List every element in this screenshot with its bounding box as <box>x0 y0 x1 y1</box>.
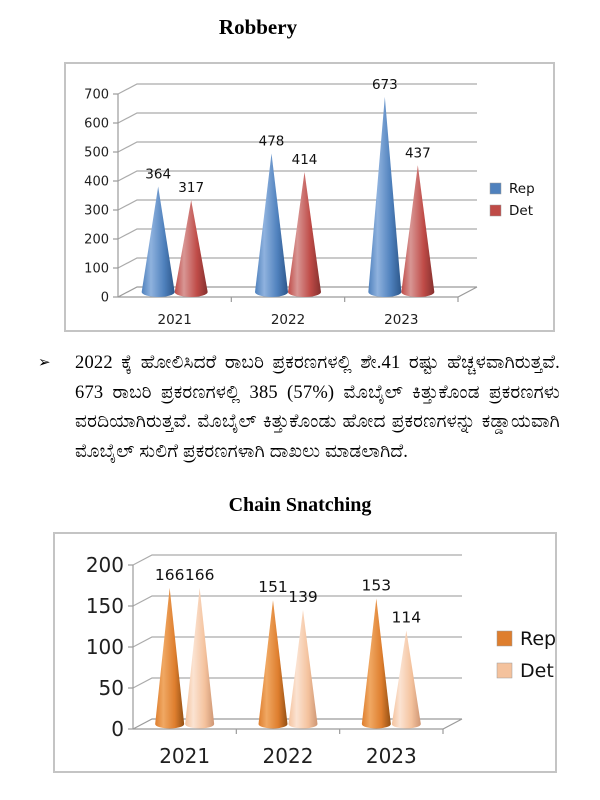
data-label: 317 <box>178 180 204 196</box>
robbery-chart-title: Robbery <box>218 15 298 39</box>
cone-det-2021 <box>185 587 215 729</box>
gridline <box>117 141 477 153</box>
cone-det-2022 <box>288 610 318 729</box>
data-label: 139 <box>288 588 318 606</box>
gridline <box>132 677 462 689</box>
gridline <box>132 554 462 566</box>
cone-det-2021 <box>174 200 208 297</box>
y-tick-label: 700 <box>84 88 109 103</box>
arrowhead-bullet-icon: ➢ <box>38 353 51 371</box>
y-tick-label: 500 <box>84 146 109 161</box>
cone-det-2023 <box>401 165 435 298</box>
cone-det-2022 <box>288 171 321 297</box>
legend-label-det: Det <box>520 660 554 682</box>
gridline <box>132 595 462 607</box>
legend-swatch-det <box>489 204 502 217</box>
gridline <box>132 636 462 648</box>
gridline <box>117 112 477 124</box>
data-label: 151 <box>258 578 288 596</box>
data-label: 673 <box>372 77 398 93</box>
paragraph-text: 2022 ಕ್ಕೆ ಹೋಲಿಸಿದರೆ ರಾಬರಿ ಪ್ರಕರಣಗಳಲ್ಲಿ ಶ… <box>75 353 560 462</box>
category-label: 2022 <box>263 744 314 768</box>
gridline <box>117 228 477 240</box>
legend-label-det: Det <box>509 203 533 219</box>
data-label: 437 <box>405 145 431 161</box>
legend-label-rep: Rep <box>520 628 555 650</box>
category-label: 2021 <box>157 312 191 328</box>
y-tick-label: 0 <box>101 291 109 306</box>
cone-rep-2022 <box>258 600 288 729</box>
cone-rep-2022 <box>255 153 288 298</box>
y-tick-label: 100 <box>86 635 124 659</box>
y-tick-label: 50 <box>99 676 124 700</box>
data-label: 478 <box>259 133 285 149</box>
y-tick-label: 100 <box>84 262 109 277</box>
cone-rep-2021 <box>155 587 185 729</box>
cone-rep-2021 <box>141 186 175 297</box>
chain-snatching-cone-chart: 0 50 100 150 200 166 166 2021 151 139 2022 153 114 20… <box>53 532 557 773</box>
gridline <box>117 83 477 95</box>
legend-swatch-rep <box>496 630 513 647</box>
category-label: 2021 <box>159 744 210 768</box>
y-tick-label: 300 <box>84 204 109 219</box>
data-label: 114 <box>392 609 422 627</box>
data-label: 414 <box>292 152 318 168</box>
gridline <box>117 199 477 211</box>
y-tick-label: 200 <box>86 553 124 577</box>
robbery-cone-chart: 0 100 200 300 400 500 600 700 364 317 2021 478 414 20… <box>64 62 555 332</box>
legend-label-rep: Rep <box>509 181 535 197</box>
gridline <box>117 257 477 269</box>
kannada-paragraph: ➢ 2022 ಕ್ಕೆ ಹೋಲಿಸಿದರೆ ರಾಬರಿ ಪ್ರಕರಣಗಳಲ್ಲಿ… <box>38 349 560 467</box>
cone-det-2023 <box>391 630 421 729</box>
category-label: 2023 <box>366 744 417 768</box>
data-label: 364 <box>145 166 171 182</box>
legend-swatch-rep <box>489 182 502 195</box>
chart-canvas: 0 100 200 300 400 500 600 700 364 317 2021 478 414 20… <box>84 77 535 328</box>
data-label: 166 <box>155 566 185 584</box>
gridline <box>117 170 477 182</box>
data-label: 153 <box>362 577 392 595</box>
cone-rep-2023 <box>361 598 391 729</box>
y-tick-label: 0 <box>111 717 124 741</box>
data-label: 166 <box>185 566 215 584</box>
y-tick-label: 600 <box>84 117 109 132</box>
category-label: 2023 <box>384 312 418 328</box>
y-tick-label: 200 <box>84 233 109 248</box>
y-tick-label: 150 <box>86 594 124 618</box>
legend-swatch-det <box>496 662 513 679</box>
cone-rep-2023 <box>368 96 402 297</box>
category-label: 2022 <box>271 312 305 328</box>
chain-snatching-chart-title: Chain Snatching <box>228 494 372 516</box>
y-tick-label: 400 <box>84 175 109 190</box>
